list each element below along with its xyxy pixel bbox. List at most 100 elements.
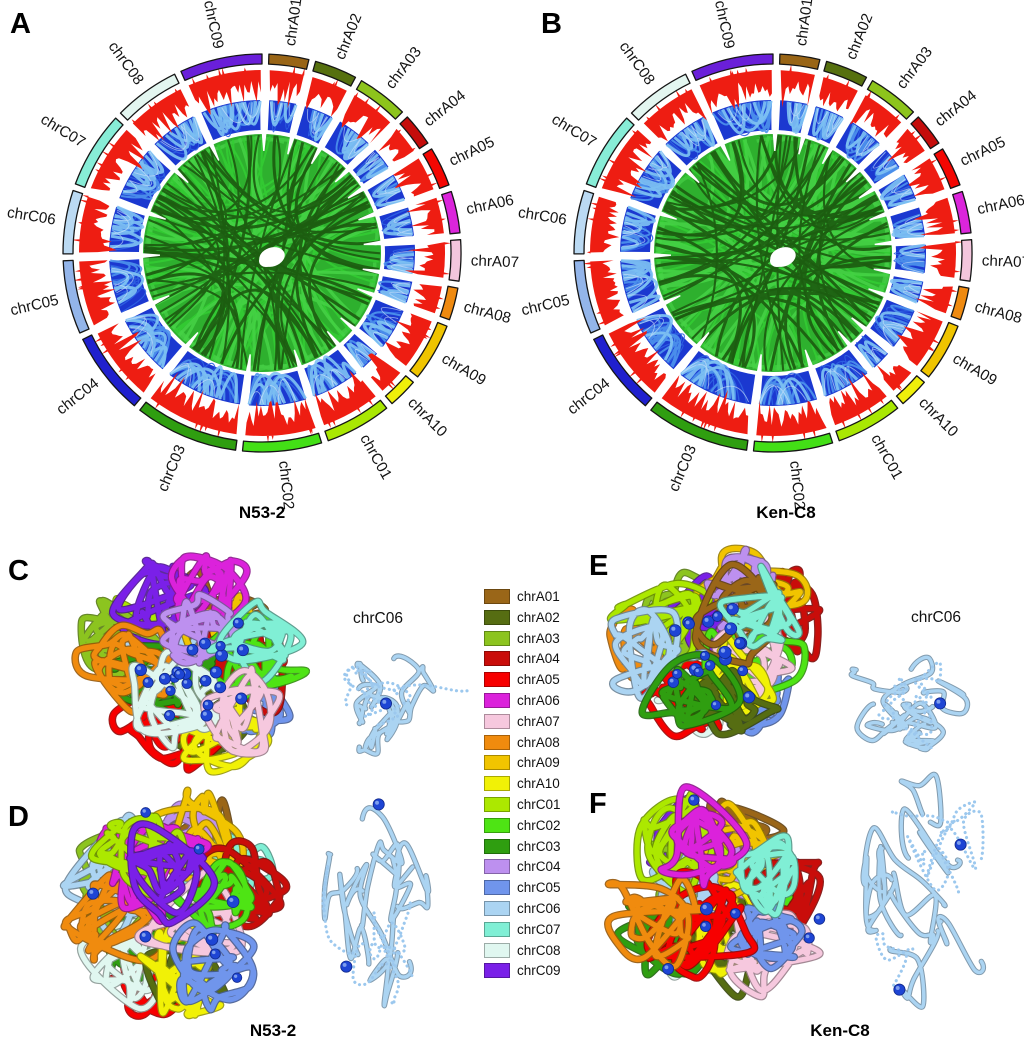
panel-label-f: F (589, 788, 607, 820)
circos-b-label-chrA10: chrA10 (915, 394, 961, 440)
panel-label-d: D (8, 801, 29, 833)
legend-label: chrA06 (517, 692, 560, 708)
legend-item: chrC05 (484, 880, 561, 896)
circos-a-label-chrC03: chrC03 (154, 442, 189, 494)
legend-label: chrC09 (517, 963, 561, 979)
legend-item: chrA01 (484, 589, 561, 604)
chrc06-structure-c (342, 653, 472, 757)
3d-chromatin-models (59, 544, 987, 1020)
legend-item: chrC07 (484, 921, 561, 937)
circos-a-label-chrA04: chrA04 (421, 87, 469, 130)
circos-a-label-chrA05: chrA05 (447, 134, 498, 170)
circos-b-label-chrA05: chrA05 (958, 134, 1009, 170)
legend-item: chrC08 (484, 942, 561, 958)
panel-title-ken-c8-top: Ken-C8 (756, 503, 816, 522)
circos-b-label-chrA09: chrA09 (950, 350, 1000, 389)
legend-swatch-chrC08 (484, 942, 510, 958)
legend-swatch-chrA05 (484, 672, 510, 688)
legend-label: chrA03 (517, 630, 560, 646)
legend-item: chrC02 (484, 817, 561, 833)
panel-label-e: E (589, 550, 609, 582)
circos-a-label-chrA08: chrA08 (462, 298, 513, 327)
chromosome-legend: chrA01 chrA02 chrA03 chrA04 chrA05 chrA06 chrA… (484, 589, 561, 979)
circos-a-label-chrC02: chrC02 (275, 460, 297, 510)
circos-b-label-chrA02: chrA02 (843, 11, 877, 62)
circos-a-label-chrA06: chrA06 (465, 192, 516, 219)
circos-a-label-chrC06: chrC06 (6, 204, 57, 228)
panel-label-a: A (10, 8, 31, 40)
circos-b-label-chrC06: chrC06 (517, 204, 568, 228)
circos-b-label-chrC08: chrC08 (616, 39, 658, 89)
legend-swatch-chrA04 (484, 651, 510, 667)
legend-item: chrC06 (484, 900, 561, 916)
circos-b-label-chrC05: chrC05 (520, 292, 572, 320)
legend-item: chrA07 (484, 713, 561, 729)
legend-item: chrA05 (484, 672, 561, 688)
chrc06-structure-e (848, 654, 971, 753)
legend-label: chrC07 (517, 921, 561, 937)
model-ken-c8-view1 (606, 544, 824, 741)
circos-a-label-chrA01: chrA01 (282, 0, 305, 47)
panel-title-ken-c8-bottom: Ken-C8 (810, 1021, 870, 1040)
legend-item: chrA09 (484, 755, 561, 771)
chrc06-structure-f (860, 771, 987, 1010)
circos-a-label-chrC09: chrC09 (200, 0, 227, 50)
circos-b-label-chrA01: chrA01 (793, 0, 816, 47)
legend-item: chrA03 (484, 630, 561, 646)
circos-b-label-chrA07: chrA07 (982, 252, 1024, 271)
legend-swatch-chrC06 (484, 900, 510, 916)
circos-a-label-chrA09: chrA09 (439, 350, 489, 389)
legend-label: chrA01 (517, 589, 560, 604)
legend-label: chrA10 (517, 776, 560, 792)
circos-b-label-chrC03: chrC03 (665, 442, 700, 494)
circos-b-label-chrA08: chrA08 (973, 298, 1024, 327)
legend-label: chrC03 (517, 838, 561, 854)
circos-a-label-chrC01: chrC01 (356, 431, 395, 482)
circos-a-label-chrC04: chrC04 (53, 375, 102, 418)
circos-b-label-chrC07: chrC07 (549, 111, 600, 151)
legend-swatch-chrC05 (484, 880, 510, 896)
legend-label: chrA04 (517, 651, 560, 667)
circos-a-label-chrA10: chrA10 (404, 394, 450, 440)
legend-label: chrC06 (517, 900, 561, 916)
legend-label: chrA09 (517, 755, 560, 771)
model-n53-2-view2 (59, 786, 291, 1020)
model-ken-c8-view2 (604, 783, 826, 1001)
legend-label: chrC05 (517, 880, 561, 896)
legend-label: chrC02 (517, 817, 561, 833)
circos-b-label-chrC02: chrC02 (786, 460, 808, 510)
legend-swatch-chrC04 (484, 859, 510, 875)
legend-item: chrC04 (484, 859, 561, 875)
legend-item: chrA10 (484, 776, 561, 792)
legend-label: chrA08 (517, 734, 560, 750)
legend-label: chrA07 (517, 713, 560, 729)
legend-swatch-chrA07 (484, 713, 510, 729)
circos-a-label-chrC05: chrC05 (9, 292, 61, 320)
model-n53-2-view1 (71, 552, 311, 776)
circos-b-label-chrA03: chrA03 (893, 44, 936, 93)
legend-swatch-chrC03 (484, 838, 510, 854)
circos-b-label-chrC01: chrC01 (867, 431, 906, 482)
legend-swatch-chrA01 (484, 589, 510, 604)
legend-label: chrA02 (517, 609, 560, 625)
legend-item: chrC09 (484, 963, 561, 979)
legend-swatch-chrC02 (484, 817, 510, 833)
legend-swatch-chrA02 (484, 609, 510, 625)
circos-a-label-chrC07: chrC07 (38, 111, 89, 151)
legend-swatch-chrA03 (484, 630, 510, 646)
legend-item: chrA08 (484, 734, 561, 750)
circos-b-label-chrC04: chrC04 (564, 375, 613, 418)
legend-label: chrC08 (517, 942, 561, 958)
panel-title-n53-2-bottom: N53-2 (249, 1021, 297, 1040)
legend-item: chrA06 (484, 692, 561, 708)
legend-swatch-chrA06 (484, 692, 510, 708)
inset-label-chrc06-e: chrC06 (911, 609, 961, 626)
legend-label: chrC04 (517, 859, 561, 875)
legend-item: chrC01 (484, 796, 561, 812)
panel-title-n53-2-top: N53-2 (238, 503, 286, 522)
inset-label-chrc06-c: chrC06 (353, 610, 403, 627)
circos-a-label-chrA02: chrA02 (332, 11, 366, 62)
